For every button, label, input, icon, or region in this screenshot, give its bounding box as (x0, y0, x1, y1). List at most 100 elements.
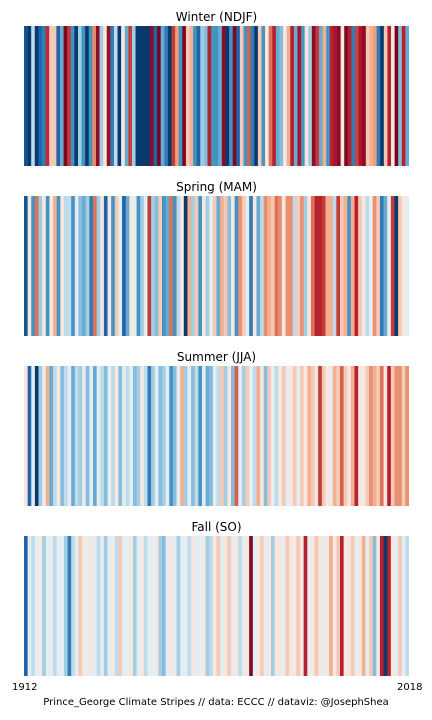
stripe-1929 (85, 366, 90, 506)
stripe-2007 (365, 26, 370, 166)
stripe-1959 (194, 366, 199, 506)
stripe-1916 (38, 366, 43, 506)
stripe-1985 (286, 26, 291, 166)
stripe-1919 (49, 26, 54, 166)
stripe-1967 (223, 366, 228, 506)
stripe-1915 (34, 366, 39, 506)
stripe-2011 (383, 536, 388, 676)
stripe-1999 (339, 366, 345, 506)
stripe-2011 (380, 26, 385, 166)
stripe-1948 (154, 196, 159, 336)
stripe-1983 (281, 536, 286, 676)
stripe-1979 (267, 196, 272, 336)
stripe-1943 (135, 26, 140, 166)
stripe-1937 (114, 196, 119, 336)
stripe-1985 (289, 536, 294, 676)
stripe-1966 (220, 196, 225, 336)
stripe-1947 (151, 366, 156, 506)
stripe-1970 (232, 26, 237, 166)
stripe-1963 (209, 536, 214, 676)
stripe-1938 (118, 196, 123, 336)
stripe-2005 (358, 26, 363, 166)
stripe-1961 (200, 26, 205, 166)
stripe-1966 (220, 366, 225, 506)
stripe-1976 (256, 536, 261, 676)
stripe-1993 (315, 26, 320, 166)
stripe-1954 (176, 536, 181, 676)
stripe-1960 (198, 196, 203, 336)
stripe-1953 (171, 26, 176, 166)
stripe-1916 (38, 26, 43, 166)
stripe-1928 (82, 366, 87, 506)
stripe-1951 (165, 366, 170, 506)
stripe-1965 (216, 536, 221, 676)
stripe-1992 (314, 536, 319, 676)
stripe-1957 (185, 26, 190, 166)
stripe-2003 (354, 366, 359, 506)
stripe-1962 (203, 26, 208, 166)
stripe-2007 (369, 196, 374, 336)
stripe-1924 (67, 26, 72, 166)
stripe-1993 (318, 366, 323, 506)
stripe-1939 (122, 366, 127, 506)
stripe-1991 (310, 196, 315, 336)
stripe-1955 (180, 536, 185, 676)
stripe-1978 (263, 536, 268, 676)
stripe-1963 (209, 196, 214, 336)
stripe-2005 (361, 196, 366, 336)
stripe-1923 (63, 366, 68, 506)
stripe-1941 (128, 26, 133, 166)
stripe-1969 (229, 26, 234, 166)
stripe-1971 (238, 366, 243, 506)
stripe-1988 (297, 26, 302, 166)
stripe-2014 (394, 536, 399, 676)
stripe-1933 (99, 26, 104, 166)
stripe-2008 (369, 26, 374, 166)
stripe-1982 (275, 26, 280, 166)
stripe-1938 (118, 366, 123, 506)
stripe-1976 (256, 366, 261, 506)
stripe-1998 (336, 536, 341, 676)
stripe-1998 (333, 26, 338, 166)
stripe-1970 (234, 196, 239, 336)
stripe-2017 (401, 26, 406, 166)
stripe-1962 (205, 366, 210, 506)
stripe-2017 (405, 366, 409, 506)
stripe-1986 (290, 26, 295, 166)
stripe-2009 (373, 26, 378, 166)
stripe-1937 (114, 366, 119, 506)
stripe-1915 (34, 536, 39, 676)
stripe-1973 (243, 26, 248, 166)
stripe-1974 (247, 26, 252, 166)
stripe-1959 (194, 536, 199, 676)
stripe-1946 (147, 536, 152, 676)
stripe-2004 (358, 536, 363, 676)
stripe-1995 (325, 536, 330, 676)
stripe-1953 (172, 366, 177, 506)
stripe-1994 (321, 196, 326, 336)
stripe-1946 (147, 196, 152, 336)
stripe-1925 (70, 26, 75, 166)
stripe-1968 (225, 26, 230, 166)
stripe-2003 (354, 536, 359, 676)
stripe-1949 (158, 366, 163, 506)
stripe-1984 (285, 196, 290, 336)
stripe-1920 (53, 196, 58, 336)
stripes-fall (24, 536, 409, 676)
stripe-1943 (136, 196, 141, 336)
stripe-1914 (31, 196, 36, 336)
stripe-1975 (252, 536, 257, 676)
stripe-1991 (310, 366, 315, 506)
stripe-1994 (321, 366, 326, 506)
stripe-2016 (401, 536, 406, 676)
stripe-1951 (164, 26, 169, 166)
stripe-1981 (274, 536, 279, 676)
stripe-1929 (85, 196, 90, 336)
stripe-1918 (45, 366, 50, 506)
stripe-2012 (383, 26, 388, 166)
stripe-1936 (111, 536, 116, 676)
stripe-2004 (355, 26, 360, 166)
stripe-1981 (272, 26, 277, 166)
stripe-1978 (263, 196, 268, 336)
stripe-1956 (183, 536, 188, 676)
